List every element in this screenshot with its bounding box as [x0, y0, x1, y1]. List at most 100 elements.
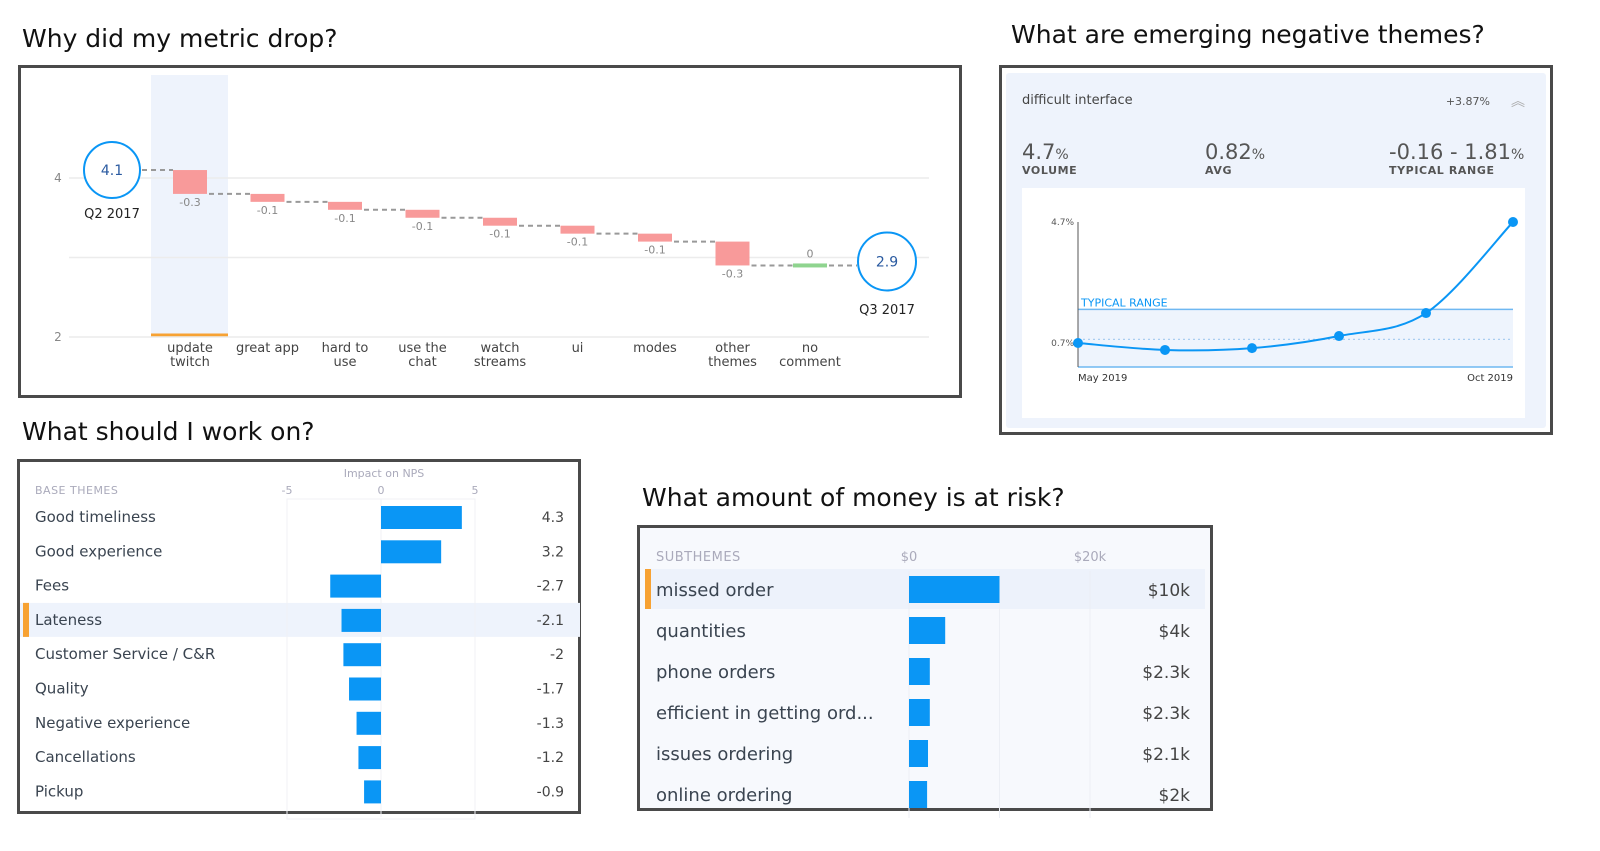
category-label: twitch	[170, 355, 210, 370]
waterfall-bar	[250, 193, 285, 202]
row-label: Fees	[35, 577, 69, 595]
category-label: use the	[398, 341, 446, 356]
impact-bar	[381, 506, 462, 529]
waterfall-panel: 4 2 4.1 Q2 2017 -0.3 update twitch -0.1 great ap…	[18, 65, 962, 398]
data-point	[1247, 343, 1257, 354]
money-risk-panel: SUBTHEMES $0 $20k missed order $10k quantitie…	[637, 525, 1213, 818]
category-label: watch	[480, 341, 519, 356]
waterfall-bar	[173, 170, 207, 194]
row-marker	[23, 602, 29, 637]
category-label: modes	[633, 341, 677, 356]
end-value-label: 2.9	[876, 254, 898, 270]
stat-value: 0.82%	[1205, 140, 1265, 164]
bar-value-label: -0.1	[412, 220, 433, 233]
impact-bar	[358, 746, 381, 770]
x-tick-label: Oct 2019	[1467, 373, 1513, 384]
x-tick-label: May 2019	[1078, 373, 1127, 384]
value-label: $4k	[1159, 622, 1191, 642]
start-period-label: Q2 2017	[84, 207, 140, 222]
value-label: -1.2	[537, 750, 564, 766]
waterfall-bar	[483, 217, 517, 226]
start-value-label: 4.1	[101, 163, 123, 179]
start-value-circle	[83, 141, 141, 200]
x-tick-label: $0	[901, 550, 918, 565]
x-axis-title: Impact on NPS	[344, 467, 425, 480]
row-label: missed order	[656, 580, 774, 601]
highlighted-row	[20, 602, 580, 637]
row-label: phone orders	[656, 662, 775, 683]
category-label: update	[167, 341, 213, 356]
bar-value-label: 0	[807, 247, 814, 260]
title-negative-themes: What are emerging negative themes?	[1011, 20, 1485, 49]
row-label: Pickup	[35, 782, 83, 800]
stat-value: 4.7%	[1022, 140, 1069, 164]
category-label: chat	[408, 355, 436, 370]
category-label: streams	[474, 355, 527, 370]
theme-trend-card: difficult interface +3.87% ︽4.7%VOLUME0.82…	[1006, 73, 1546, 428]
category-label: comment	[779, 355, 841, 370]
category-label: themes	[708, 355, 757, 370]
data-point	[1334, 331, 1344, 342]
bar-value-label: -0.1	[489, 228, 510, 241]
value-label: -1.7	[537, 682, 564, 698]
risk-bar	[909, 658, 930, 685]
waterfall-bar	[638, 233, 672, 242]
row-label: Negative experience	[35, 714, 190, 732]
stat-label: VOLUME	[1022, 164, 1077, 177]
stat-label: TYPICAL RANGE	[1389, 164, 1495, 177]
bar-value-label: -0.1	[644, 244, 665, 257]
waterfall-bar	[328, 201, 362, 210]
title-work-on: What should I work on?	[22, 417, 315, 446]
category-label: hard to	[322, 341, 369, 356]
row-label: quantities	[656, 621, 746, 642]
data-point	[1508, 217, 1518, 227]
category-label: great app	[236, 341, 299, 356]
end-value-circle	[857, 231, 917, 292]
category-label: ui	[572, 341, 584, 356]
typical-range-label: TYPICAL RANGE	[1080, 296, 1168, 309]
value-label: $2.3k	[1142, 663, 1190, 683]
impact-bar	[356, 711, 381, 735]
row-label: Good experience	[35, 542, 162, 560]
typical-range-band	[1078, 309, 1513, 367]
category-label: no	[802, 341, 818, 356]
impact-bar	[341, 608, 381, 632]
risk-bar	[909, 699, 930, 726]
card-title: difficult interface	[1022, 93, 1133, 108]
category-label: other	[715, 341, 750, 356]
row-label: Customer Service / C&R	[35, 645, 215, 663]
row-label: issues ordering	[656, 744, 793, 765]
stat-label: AVG	[1205, 164, 1232, 177]
risk-bar	[909, 740, 929, 767]
x-tick-label: $20k	[1074, 550, 1107, 565]
bar-value-label: -0.3	[179, 196, 200, 209]
value-label: 3.2	[542, 544, 564, 560]
bar-value-label: -0.1	[257, 204, 278, 217]
data-point	[1160, 344, 1170, 355]
collapse-chevron-icon: ︽	[1511, 94, 1525, 110]
emerging-theme-panel: difficult interface +3.87% ︽ 4.7% VOLUME 0.82…	[999, 65, 1553, 435]
row-label: Quality	[35, 680, 89, 698]
impact-bar	[330, 574, 381, 598]
column-header: BASE THEMES	[35, 484, 118, 497]
data-point	[1421, 308, 1431, 319]
bar-value-label: -0.1	[567, 236, 588, 249]
bar-value-label: -0.1	[334, 212, 355, 225]
waterfall-bar	[793, 263, 827, 268]
value-label: $2.1k	[1142, 745, 1190, 765]
risk-bar	[909, 781, 928, 808]
x-tick-label: 0	[378, 484, 385, 497]
value-label: -2.7	[537, 579, 564, 595]
x-tick-label: -5	[282, 484, 293, 497]
row-label: Lateness	[35, 611, 102, 629]
waterfall-bar	[715, 241, 750, 266]
value-label: $10k	[1148, 581, 1190, 601]
highlight-column	[151, 75, 228, 337]
row-label: Good timeliness	[35, 508, 156, 526]
title-metric-drop: Why did my metric drop?	[22, 24, 338, 53]
y-tick-label: 4	[54, 171, 62, 185]
impact-bar	[381, 540, 442, 564]
x-tick-label: 5	[472, 484, 479, 497]
impact-bar	[343, 643, 381, 667]
end-period-label: Q3 2017	[859, 303, 915, 318]
